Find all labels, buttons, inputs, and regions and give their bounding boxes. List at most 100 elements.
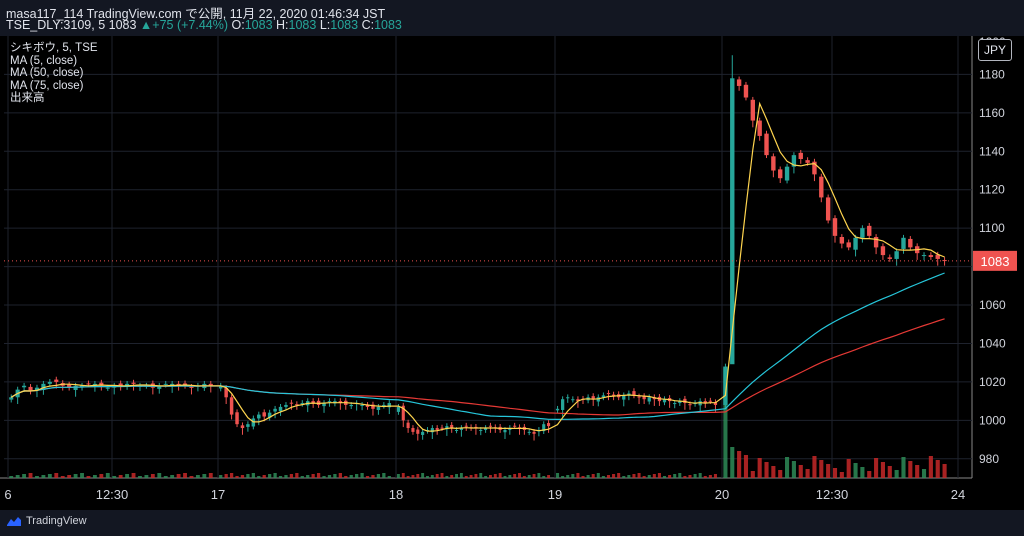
close-label: C:: [361, 18, 375, 32]
volume-bar: [257, 476, 261, 478]
candle-body: [229, 397, 234, 415]
legend-volume[interactable]: 出来高: [10, 92, 45, 104]
last-price-tag-label: 1083: [981, 254, 1010, 269]
low-label: L:: [319, 18, 331, 32]
volume-bar: [586, 475, 590, 478]
candle-body: [611, 394, 616, 396]
candle-body: [289, 402, 294, 404]
chart-footer: TradingView: [0, 510, 1024, 536]
candle-body: [262, 412, 266, 417]
candle-body: [908, 238, 913, 248]
volume-bar: [387, 476, 391, 478]
volume-bar: [683, 476, 687, 478]
candle-body: [41, 383, 46, 390]
volume-bar: [566, 475, 570, 478]
volume-bar: [642, 476, 646, 478]
tradingview-logo[interactable]: TradingView: [6, 515, 87, 527]
volume-bar: [240, 475, 245, 478]
volume-bar: [170, 475, 175, 478]
volume-bar: [365, 476, 370, 478]
volume-bar: [915, 465, 920, 478]
candle-body: [647, 397, 651, 402]
volume-bar: [219, 475, 223, 478]
candle-body: [606, 393, 611, 395]
volume-bar: [591, 474, 595, 478]
candle-body: [542, 424, 546, 432]
volume-bar: [503, 476, 507, 478]
candle-body: [784, 166, 790, 181]
legend-symbol[interactable]: シキボウ, 5, TSE: [10, 42, 98, 54]
candle-body: [503, 429, 507, 433]
y-tick-label: 1100: [979, 221, 1005, 235]
candle-body: [819, 176, 824, 198]
legend-ma5[interactable]: MA (5, close): [10, 54, 78, 67]
candle-body: [371, 404, 375, 409]
volume-bar: [47, 474, 52, 478]
candle-body: [703, 401, 707, 404]
candle-body: [757, 120, 762, 136]
candle-body: [853, 237, 858, 250]
candle-body: [284, 404, 288, 407]
candle-body: [566, 397, 570, 399]
candle-body: [365, 404, 370, 407]
high-label: H:: [276, 18, 289, 32]
candle-body: [300, 403, 305, 405]
volume-bar: [355, 474, 359, 478]
volume-bar: [703, 476, 707, 478]
candle-body: [894, 251, 899, 259]
candle-body: [131, 382, 136, 384]
candle-body: [445, 426, 449, 430]
volume-bar: [581, 476, 585, 478]
candle-body: [376, 406, 381, 410]
volume-bar: [406, 476, 410, 478]
volume-bar: [284, 475, 288, 478]
volume-bar: [333, 474, 337, 478]
legend-ma50[interactable]: MA (50, close): [10, 67, 84, 79]
candle-body: [576, 399, 580, 402]
volume-bar: [846, 459, 851, 478]
price-chart[interactable]: 9801000102010401060108011001120114011601…: [0, 0, 1024, 510]
candle-body: [860, 228, 865, 238]
volume-bar: [311, 474, 315, 478]
candle-body: [764, 133, 769, 156]
candle-body: [673, 403, 677, 405]
legend-ma75[interactable]: MA (75, close): [10, 79, 84, 92]
currency-badge[interactable]: JPY: [978, 39, 1012, 61]
volume-bar: [743, 455, 749, 478]
volume-bar: [532, 474, 536, 478]
candle-body: [218, 385, 223, 389]
candle-body: [547, 423, 551, 427]
volume-bar: [668, 475, 672, 478]
volume-bar: [606, 475, 611, 478]
volume-bar: [522, 476, 526, 478]
volume-bar: [322, 476, 326, 478]
candle-body: [99, 382, 104, 386]
y-tick-label: 1160: [979, 106, 1005, 120]
volume-bar: [921, 469, 927, 478]
candle-body: [224, 388, 228, 398]
volume-bar: [183, 473, 187, 478]
candle-body: [825, 197, 831, 221]
volume-bar: [928, 456, 933, 478]
volume-bar: [622, 476, 626, 478]
volume-bar: [251, 473, 255, 478]
candle-body: [163, 383, 168, 385]
candle-body: [527, 431, 531, 433]
y-tick-label: 1180: [979, 67, 1005, 81]
candle-body: [642, 396, 646, 400]
volume-bar: [382, 473, 386, 478]
candle-body: [430, 428, 434, 433]
volume-bar: [426, 476, 429, 478]
candle-body: [571, 399, 575, 401]
candle-body: [387, 403, 392, 408]
volume-bar: [289, 474, 294, 478]
volume-bar: [338, 473, 342, 478]
brand-label: TradingView: [26, 515, 87, 527]
volume-bar: [571, 474, 575, 478]
volume-bar: [430, 475, 434, 478]
volume-bar: [698, 473, 702, 478]
price-change: ▲+75 (+7.44%): [139, 18, 229, 32]
volume-bar: [208, 473, 213, 478]
volume-bar: [157, 473, 162, 478]
candle-body: [189, 386, 194, 388]
